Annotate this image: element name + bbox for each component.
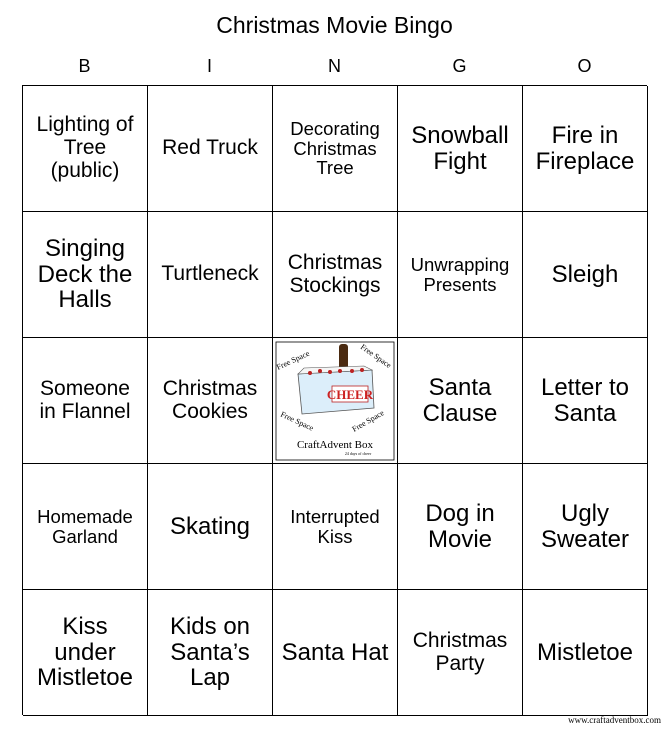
cheer-box-logo-icon: CHEER Free Space Free Space Free Space F… <box>275 341 395 460</box>
bingo-cell: Santa Hat <box>273 590 398 716</box>
footer-url: www.craftadventbox.com <box>568 715 661 725</box>
bingo-column-letters: B I N G O <box>22 56 647 77</box>
column-letter-i: I <box>206 56 212 76</box>
column-letter-n: N <box>328 56 341 76</box>
bingo-cell: Singing Deck the Halls <box>23 212 148 338</box>
free-space-sign: CHEER <box>327 387 374 402</box>
bingo-cell: Unwrapping Presents <box>398 212 523 338</box>
brand-tagline: 24 days of cheer <box>345 451 372 456</box>
bingo-cell: Interrupted Kiss <box>273 464 398 590</box>
bingo-grid: Lighting of Tree (public) Red Truck Decora… <box>22 85 648 716</box>
bingo-cell: Sleigh <box>523 212 648 338</box>
page-title: Christmas Movie Bingo <box>216 12 453 38</box>
column-letter-o: O <box>577 56 592 76</box>
bingo-cell: Red Truck <box>148 86 273 212</box>
bingo-cell: Someone in Flannel <box>23 338 148 464</box>
bingo-cell: Ugly Sweater <box>523 464 648 590</box>
bingo-cell: Turtleneck <box>148 212 273 338</box>
bingo-cell: Decorating Christmas Tree <box>273 86 398 212</box>
bingo-cell: Christmas Party <box>398 590 523 716</box>
bingo-cell: Kiss under Mistletoe <box>23 590 148 716</box>
bingo-cell: Dog in Movie <box>398 464 523 590</box>
bingo-cell-free-space: CHEER Free Space Free Space Free Space F… <box>273 338 398 464</box>
bingo-cell: Christmas Cookies <box>148 338 273 464</box>
bingo-cell: Lighting of Tree (public) <box>23 86 148 212</box>
bingo-cell: Mistletoe <box>523 590 648 716</box>
bingo-cell: Santa Clause <box>398 338 523 464</box>
bingo-cell: Letter to Santa <box>523 338 648 464</box>
bingo-cell: Kids on Santa’s Lap <box>148 590 273 716</box>
bingo-cell: Skating <box>148 464 273 590</box>
column-letter-g: G <box>452 56 467 76</box>
bingo-cell: Homemade Garland <box>23 464 148 590</box>
bingo-cell: Snowball Fight <box>398 86 523 212</box>
brand-name: CraftAdvent Box <box>297 439 374 451</box>
column-letter-b: B <box>78 56 91 76</box>
bingo-cell: Christmas Stockings <box>273 212 398 338</box>
bingo-cell: Fire in Fireplace <box>523 86 648 212</box>
